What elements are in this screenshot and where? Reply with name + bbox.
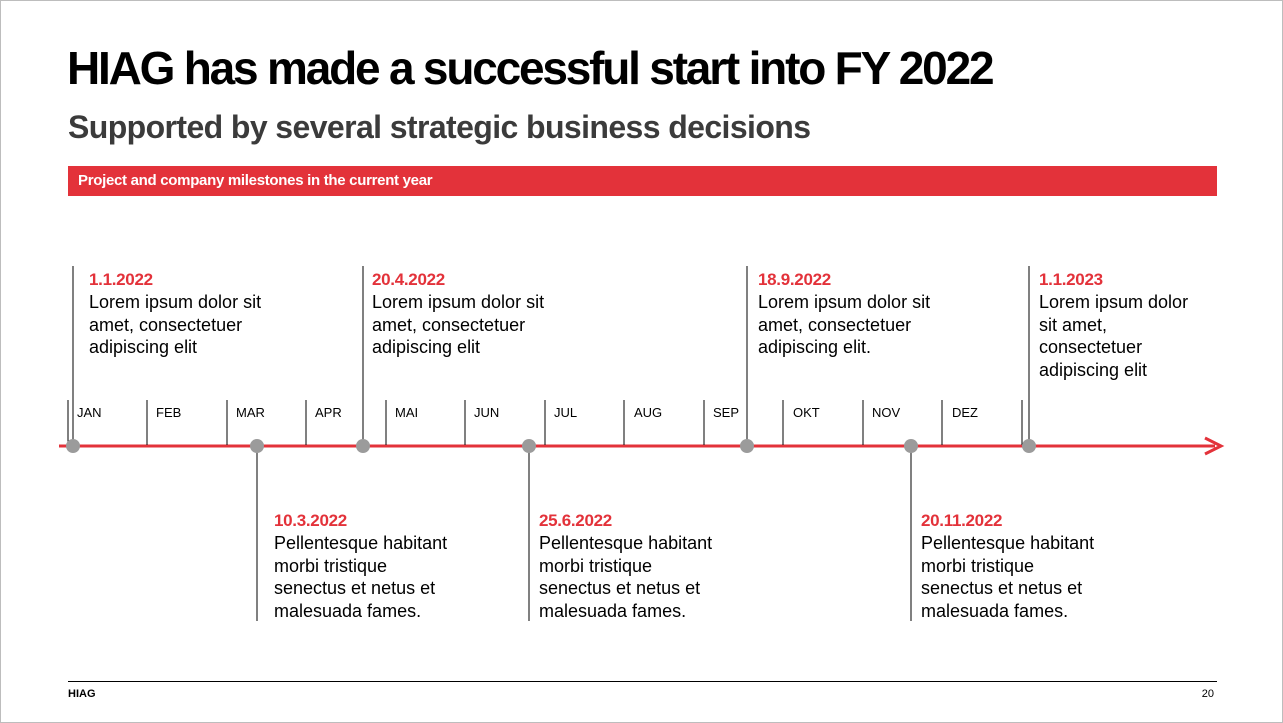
- milestone-marker: [904, 439, 918, 453]
- milestone-description: senectus et netus et: [274, 578, 436, 598]
- milestone-marker: [740, 439, 754, 453]
- month-label-sep: SEP: [713, 405, 740, 420]
- milestone-description: malesuada fames.: [921, 600, 1069, 621]
- milestone-above: 1.1.2023 Lorem ipsum dolor sit amet, consec…: [1039, 269, 1188, 381]
- milestone-date: 1.1.2023: [1039, 270, 1103, 289]
- month-label-okt: OKT: [793, 405, 820, 420]
- milestone-description: adipiscing elit: [372, 337, 481, 357]
- month-label-jun: JUN: [474, 405, 500, 420]
- milestone-description: senectus et netus et: [921, 578, 1083, 598]
- milestone-marker: [522, 439, 536, 453]
- milestone-marker: [1022, 439, 1036, 453]
- arrow-head-icon: [1204, 436, 1225, 456]
- milestone-description: Lorem ipsum dolor sit: [372, 292, 545, 312]
- month-label-jul: JUL: [554, 405, 578, 420]
- milestone-description: sit amet,: [1039, 314, 1108, 335]
- month-label-feb: FEB: [156, 405, 182, 420]
- milestone-date: 20.11.2022: [921, 511, 1003, 530]
- month-label-mar: MAR: [236, 405, 265, 420]
- milestone-below: 20.11.2022 Pellentesque habitant morbi tri…: [921, 510, 1094, 622]
- page-number: 20: [1201, 688, 1214, 700]
- milestone-description: Lorem ipsum dolor: [1039, 292, 1189, 312]
- milestone-description: morbi tristique: [539, 555, 653, 576]
- page-subtitle: Supported by several strategic business …: [68, 109, 811, 145]
- milestone-description: consectetuer: [1039, 337, 1143, 357]
- month-label-aug: AUG: [634, 405, 663, 420]
- milestone-description: Pellentesque habitant: [539, 533, 713, 553]
- milestone-description: adipiscing elit: [89, 337, 198, 357]
- milestone-below: 25.6.2022 Pellentesque habitant morbi tris…: [539, 510, 712, 622]
- milestone-date: 20.4.2022: [372, 270, 445, 289]
- month-label-apr: APR: [315, 405, 342, 420]
- milestone-description: senectus et netus et: [539, 578, 701, 598]
- month-label-mai: MAI: [395, 405, 419, 420]
- milestone-marker: [250, 439, 264, 453]
- milestone-description: adipiscing elit: [1039, 359, 1148, 380]
- milestone-description: Pellentesque habitant: [921, 533, 1095, 553]
- milestone-above: 1.1.2022 Lorem ipsum dolor sit amet, conse…: [89, 269, 261, 359]
- milestone-description: amet, consectetuer: [372, 314, 526, 335]
- milestone-description: morbi tristique: [274, 555, 388, 576]
- month-label-jan: JAN: [77, 405, 102, 420]
- milestone-date: 1.1.2022: [89, 270, 153, 289]
- month-label-nov: NOV: [872, 405, 901, 420]
- footer-company: HIAG: [68, 688, 96, 700]
- milestone-above: 18.9.2022 Lorem ipsum dolor sit amet, cons…: [758, 269, 930, 359]
- milestone-marker: [356, 439, 370, 453]
- section-banner: Project and company milestones in the cu…: [68, 166, 1217, 196]
- milestone-above: 20.4.2022 Lorem ipsum dolor sit amet, cons…: [372, 269, 544, 359]
- milestone-description: malesuada fames.: [274, 600, 422, 621]
- milestone-marker: [66, 439, 80, 453]
- banner-text: Project and company milestones in the cu…: [78, 172, 433, 189]
- milestone-description: Lorem ipsum dolor sit: [758, 292, 931, 312]
- milestone-description: Lorem ipsum dolor sit: [89, 292, 262, 312]
- milestone-description: morbi tristique: [921, 555, 1035, 576]
- milestone-description: amet, consectetuer: [758, 314, 912, 335]
- milestone-below: 10.3.2022 Pellentesque habitant morbi tris…: [274, 510, 447, 622]
- milestone-description: malesuada fames.: [539, 600, 687, 621]
- milestone-date: 10.3.2022: [274, 511, 347, 530]
- month-label-dez: DEZ: [952, 405, 978, 420]
- footer-divider: [68, 681, 1217, 682]
- milestone-description: Pellentesque habitant: [274, 533, 448, 553]
- milestone-date: 25.6.2022: [539, 511, 612, 530]
- milestone-description: amet, consectetuer: [89, 314, 243, 335]
- page-title: HIAG has made a successful start into FY…: [67, 42, 995, 94]
- milestone-date: 18.9.2022: [758, 270, 831, 289]
- milestone-description: adipiscing elit.: [758, 337, 872, 357]
